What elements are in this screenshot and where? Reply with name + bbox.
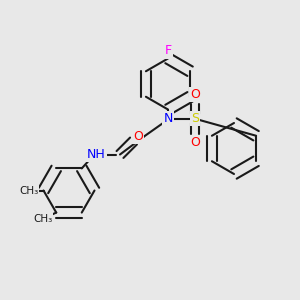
Text: CH₃: CH₃ — [19, 185, 38, 196]
Text: CH₃: CH₃ — [33, 214, 52, 224]
Text: N: N — [163, 112, 173, 125]
Text: O: O — [190, 88, 200, 101]
Text: O: O — [190, 136, 200, 149]
Text: S: S — [191, 112, 199, 125]
Text: F: F — [164, 44, 172, 58]
Text: O: O — [133, 130, 143, 143]
Text: NH: NH — [87, 148, 105, 161]
